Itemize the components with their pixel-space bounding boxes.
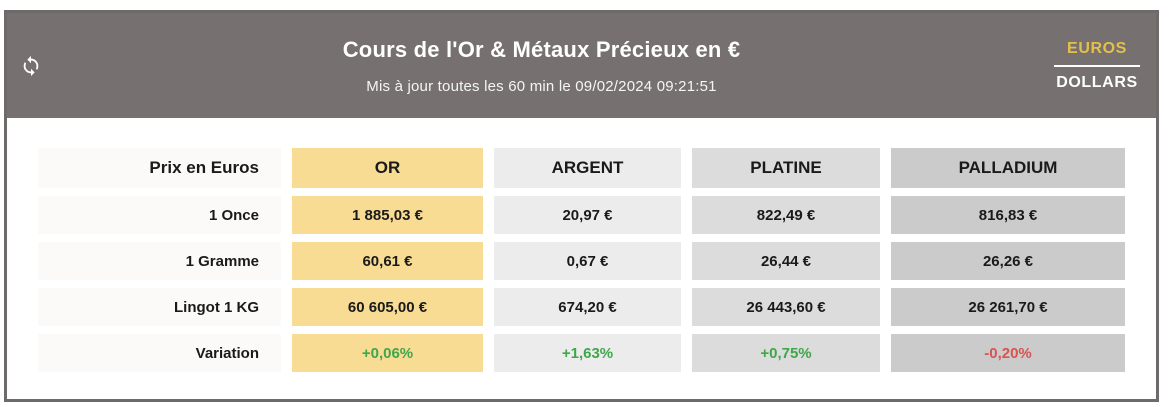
cell-or-lingot-1kg: 60 605,00 € xyxy=(292,288,483,326)
row-label-lingot-1kg: Lingot 1 KG xyxy=(38,288,281,326)
last-updated-text: Mis à jour toutes les 60 min le 09/02/20… xyxy=(366,78,717,95)
row-label-variation: Variation xyxy=(38,334,281,372)
precious-metals-widget: Cours de l'Or & Métaux Précieux en € Mis… xyxy=(4,10,1159,402)
cell-argent-1-gramme: 0,67 € xyxy=(494,242,681,280)
cell-or-variation: +0,06% xyxy=(292,334,483,372)
column-header-argent: ARGENT xyxy=(494,148,681,188)
cell-platine-variation: +0,75% xyxy=(692,334,880,372)
price-table: Prix en Euros OR ARGENT PLATINE PALLADIU… xyxy=(38,148,1156,372)
cell-platine-lingot-1kg: 26 443,60 € xyxy=(692,288,880,326)
cell-platine-1-once: 822,49 € xyxy=(692,196,880,234)
row-label-1-gramme: 1 Gramme xyxy=(38,242,281,280)
refresh-sync-icon xyxy=(20,55,42,82)
cell-or-1-gramme: 60,61 € xyxy=(292,242,483,280)
cell-palladium-variation: -0,20% xyxy=(891,334,1125,372)
corner-header-prix-en-euros: Prix en Euros xyxy=(38,148,281,188)
cell-argent-lingot-1kg: 674,20 € xyxy=(494,288,681,326)
cell-argent-variation: +1,63% xyxy=(494,334,681,372)
currency-toggle-divider xyxy=(1054,65,1140,67)
column-header-or: OR xyxy=(292,148,483,188)
row-label-1-once: 1 Once xyxy=(38,196,281,234)
currency-option-dollars[interactable]: DOLLARS xyxy=(1056,74,1138,91)
page-title: Cours de l'Or & Métaux Précieux en € xyxy=(342,37,741,62)
cell-argent-1-once: 20,97 € xyxy=(494,196,681,234)
cell-palladium-lingot-1kg: 26 261,70 € xyxy=(891,288,1125,326)
cell-palladium-1-once: 816,83 € xyxy=(891,196,1125,234)
column-header-platine: PLATINE xyxy=(692,148,880,188)
cell-platine-1-gramme: 26,44 € xyxy=(692,242,880,280)
header-center: Cours de l'Or & Métaux Précieux en € Mis… xyxy=(127,13,956,95)
cell-or-1-once: 1 885,03 € xyxy=(292,196,483,234)
currency-option-euros[interactable]: EUROS xyxy=(1067,40,1127,57)
cell-palladium-1-gramme: 26,26 € xyxy=(891,242,1125,280)
refresh-button[interactable] xyxy=(20,55,42,82)
currency-toggle: EUROS DOLLARS xyxy=(1054,40,1140,92)
header-bar: Cours de l'Or & Métaux Précieux en € Mis… xyxy=(7,13,1156,118)
column-header-palladium: PALLADIUM xyxy=(891,148,1125,188)
